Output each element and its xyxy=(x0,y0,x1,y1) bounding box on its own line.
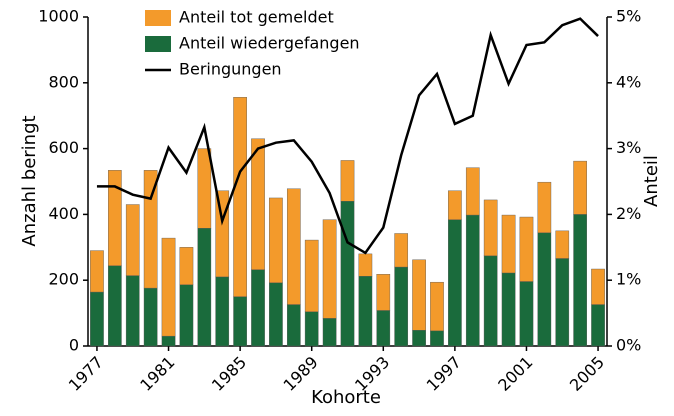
bar-segment xyxy=(573,214,587,347)
bar-segment xyxy=(537,232,552,347)
bar-segment xyxy=(233,97,247,297)
y2-tick-label: 3% xyxy=(616,138,641,157)
legend-label: Anteil wiedergefangen xyxy=(179,34,360,53)
legend-label: Beringungen xyxy=(179,60,282,79)
bar-segment xyxy=(555,230,570,259)
y-tick-label: 800 xyxy=(48,72,79,91)
bar-segment xyxy=(340,160,355,202)
bar-segment xyxy=(448,190,462,220)
x-tick-label: 1977 xyxy=(65,353,107,395)
y-tick-label: 400 xyxy=(48,204,79,223)
bar-segment xyxy=(197,228,212,347)
bar-segment xyxy=(233,296,247,347)
y-tick-label: 1000 xyxy=(38,7,79,26)
y2-tick-label: 2% xyxy=(616,204,641,223)
x-tick-label: 1985 xyxy=(208,353,250,395)
bar-segment xyxy=(90,250,104,293)
bar-segment xyxy=(90,291,104,347)
y-tick-label: 600 xyxy=(48,138,79,157)
bar-segment xyxy=(286,304,301,347)
bar-segment xyxy=(573,160,587,215)
legend-label: Anteil tot gemeldet xyxy=(179,8,334,27)
bar-segment xyxy=(519,281,534,347)
y-tick-label: 200 xyxy=(48,270,79,289)
bar-segment xyxy=(125,275,140,347)
bar-segment xyxy=(143,170,158,289)
bar-segment xyxy=(304,311,319,347)
bar-segment xyxy=(179,247,194,286)
legend-swatch xyxy=(145,36,171,52)
bar-segment xyxy=(483,199,498,257)
bar-segment xyxy=(322,318,337,347)
bar-segment xyxy=(483,255,498,347)
bar-segment xyxy=(358,276,373,347)
bar-segment xyxy=(555,258,570,347)
bar-segment xyxy=(161,335,176,347)
bar-segment xyxy=(448,219,462,347)
bar-segment xyxy=(322,219,337,319)
x-tick-label: 2005 xyxy=(566,353,608,395)
bar-segment xyxy=(269,197,283,284)
bar-segment xyxy=(197,148,212,229)
bar-segment xyxy=(501,272,516,347)
bar-segment xyxy=(358,253,373,277)
x-tick-label: 1997 xyxy=(423,353,465,395)
bar-segment xyxy=(340,201,355,347)
bar-segment xyxy=(519,216,534,282)
y2-tick-label: 5% xyxy=(616,7,641,26)
x-tick-label: 2001 xyxy=(494,353,536,395)
x-tick-label: 1981 xyxy=(136,353,178,395)
bar-segment xyxy=(394,266,409,347)
bar-segment xyxy=(376,310,391,347)
bar-segment xyxy=(179,284,194,347)
bar-segment xyxy=(269,282,283,347)
y2-axis-label: Anteil xyxy=(641,155,662,207)
y-axis-label: Anzahl beringt xyxy=(19,115,40,246)
line-series xyxy=(96,17,599,255)
bar-segment xyxy=(286,188,301,305)
bar-segment xyxy=(251,269,265,347)
bar-segment xyxy=(376,274,391,311)
bar-segment xyxy=(430,281,444,332)
y2-tick-label: 4% xyxy=(616,72,641,91)
y2-tick-label: 1% xyxy=(616,270,641,289)
x-axis-label: Kohorte xyxy=(311,387,381,408)
bar-segment xyxy=(501,214,516,274)
bar-segment xyxy=(143,287,158,347)
bar-segment xyxy=(215,276,230,347)
bar-segment xyxy=(412,259,426,331)
legend-swatch xyxy=(145,10,171,26)
bar-segment xyxy=(394,233,409,268)
bar-segment xyxy=(125,204,140,276)
bar-segment xyxy=(161,237,176,337)
bar-segment xyxy=(412,330,426,347)
bar-segment xyxy=(465,214,480,347)
bar-segment xyxy=(537,181,552,234)
bar-segment xyxy=(465,167,480,216)
bar-segment xyxy=(430,330,444,347)
bar-segment xyxy=(108,265,122,347)
bar-segment xyxy=(251,138,265,270)
bar-segment xyxy=(304,239,319,312)
bar-segment xyxy=(215,190,230,278)
y2-tick-label: 0% xyxy=(616,336,641,355)
bar-segment xyxy=(108,170,122,266)
bar-segment xyxy=(591,268,605,305)
y-tick-label: 0 xyxy=(69,336,79,355)
bar-segment xyxy=(591,304,605,347)
